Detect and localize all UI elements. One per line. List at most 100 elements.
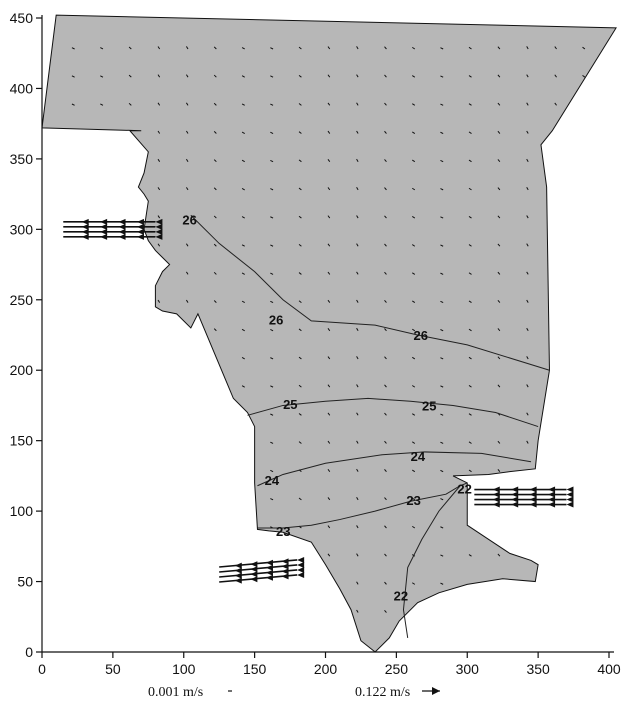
inflow-arrowhead xyxy=(265,559,273,566)
velocity-vector xyxy=(468,413,472,416)
inflow-arrowhead xyxy=(265,574,273,581)
velocity-vector xyxy=(298,74,302,78)
velocity-vector xyxy=(497,102,501,106)
velocity-vector xyxy=(384,215,387,219)
velocity-vector xyxy=(213,271,217,275)
inflow-arrowhead xyxy=(511,491,519,498)
velocity-vector xyxy=(497,130,501,134)
inflow-arrowhead xyxy=(250,566,258,573)
inflow-arrowhead xyxy=(100,223,108,230)
velocity-vector xyxy=(241,244,245,247)
velocity-vector xyxy=(128,74,132,78)
y-tick-label: 400 xyxy=(10,80,34,96)
contour-label-22: 22 xyxy=(394,589,408,604)
velocity-vector xyxy=(384,271,387,275)
velocity-vector xyxy=(128,46,132,50)
velocity-vector xyxy=(384,130,387,134)
velocity-vector xyxy=(327,328,331,332)
inflow-arrowhead xyxy=(548,486,556,493)
velocity-vector xyxy=(440,131,444,134)
velocity-vector xyxy=(327,215,331,219)
contour-22 xyxy=(402,485,461,638)
velocity-vector xyxy=(468,385,472,388)
velocity-vector xyxy=(327,497,331,501)
inflow-arrowhead xyxy=(234,567,242,574)
velocity-vector xyxy=(526,158,529,162)
velocity-vector xyxy=(440,188,444,191)
inflow-arrowhead xyxy=(100,233,108,240)
x-tick-label: 200 xyxy=(314,661,338,677)
inflow-arrowhead xyxy=(566,501,574,508)
velocity-vector xyxy=(356,412,359,416)
velocity-vector xyxy=(440,244,444,247)
velocity-vector xyxy=(526,243,529,247)
contour-label-25: 25 xyxy=(283,397,297,412)
inflow-arrowhead xyxy=(566,491,574,498)
velocity-vector xyxy=(213,159,217,163)
contour-label-26: 26 xyxy=(413,328,427,343)
velocity-vector xyxy=(213,243,217,247)
inflow-arrowhead xyxy=(234,562,242,569)
inflow-arrowhead xyxy=(566,486,574,493)
velocity-vector xyxy=(71,75,75,78)
contour-label-23: 23 xyxy=(276,524,290,539)
velocity-vector xyxy=(241,357,245,360)
velocity-vector xyxy=(100,75,104,78)
velocity-vector xyxy=(526,384,529,388)
velocity-vector xyxy=(241,47,245,50)
inflow-arrowhead xyxy=(511,501,519,508)
inflow-arrowhead xyxy=(529,501,537,508)
velocity-vector xyxy=(497,271,501,275)
velocity-vector xyxy=(327,46,331,50)
inflow-arrowhead xyxy=(234,577,242,584)
velocity-vector xyxy=(298,384,302,388)
inflow-arrowhead xyxy=(155,218,163,225)
velocity-vector xyxy=(412,131,416,134)
contour-label-24: 24 xyxy=(265,473,280,488)
velocity-vector xyxy=(440,329,444,332)
velocity-vector xyxy=(185,46,189,50)
inflow-arrowhead xyxy=(492,491,500,498)
inflow-arrowhead xyxy=(281,558,289,565)
velocity-vector xyxy=(412,582,416,585)
velocity-vector xyxy=(157,299,161,303)
inflow-arrowhead xyxy=(81,218,89,225)
velocity-vector xyxy=(298,103,302,106)
velocity-vector xyxy=(213,328,217,332)
velocity-vector xyxy=(440,357,444,360)
velocity-vector xyxy=(526,130,529,134)
contour-26 xyxy=(190,214,550,371)
velocity-vector xyxy=(327,74,331,78)
velocity-vector xyxy=(356,609,359,613)
velocity-vector xyxy=(298,46,302,50)
velocity-vector xyxy=(440,582,444,585)
velocity-vector xyxy=(412,244,416,247)
velocity-vector xyxy=(384,46,387,50)
velocity-vector xyxy=(270,131,274,134)
velocity-vector xyxy=(384,609,387,613)
velocity-vector xyxy=(356,243,359,247)
contour-25 xyxy=(247,397,539,428)
velocity-vector xyxy=(356,525,359,529)
velocity-vector xyxy=(185,271,189,275)
inflow-arrowhead xyxy=(118,233,126,240)
velocity-vector xyxy=(213,187,217,191)
x-tick-label: 250 xyxy=(385,661,409,677)
velocity-vector xyxy=(412,385,416,388)
velocity-vector xyxy=(497,469,501,472)
velocity-vector xyxy=(241,131,245,134)
velocity-vector xyxy=(412,159,416,163)
velocity-vector xyxy=(440,75,444,78)
inflow-arrowhead xyxy=(492,496,500,503)
velocity-vector xyxy=(440,300,444,304)
velocity-vector xyxy=(327,102,331,106)
velocity-vector xyxy=(356,440,359,444)
velocity-vector xyxy=(412,469,416,473)
x-tick-label: 100 xyxy=(172,661,196,677)
velocity-vector xyxy=(384,497,387,501)
velocity-vector xyxy=(384,328,387,332)
x-tick-label: 150 xyxy=(243,661,267,677)
velocity-vector xyxy=(241,216,245,219)
velocity-vector xyxy=(582,46,586,50)
